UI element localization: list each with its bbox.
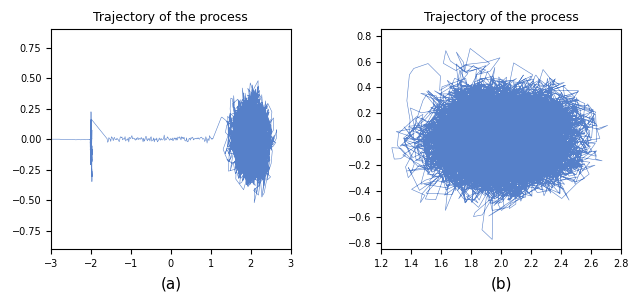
Text: (a): (a): [160, 277, 181, 292]
Title: Trajectory of the process: Trajectory of the process: [93, 11, 248, 24]
Text: (b): (b): [490, 277, 512, 292]
Title: Trajectory of the process: Trajectory of the process: [424, 11, 579, 24]
